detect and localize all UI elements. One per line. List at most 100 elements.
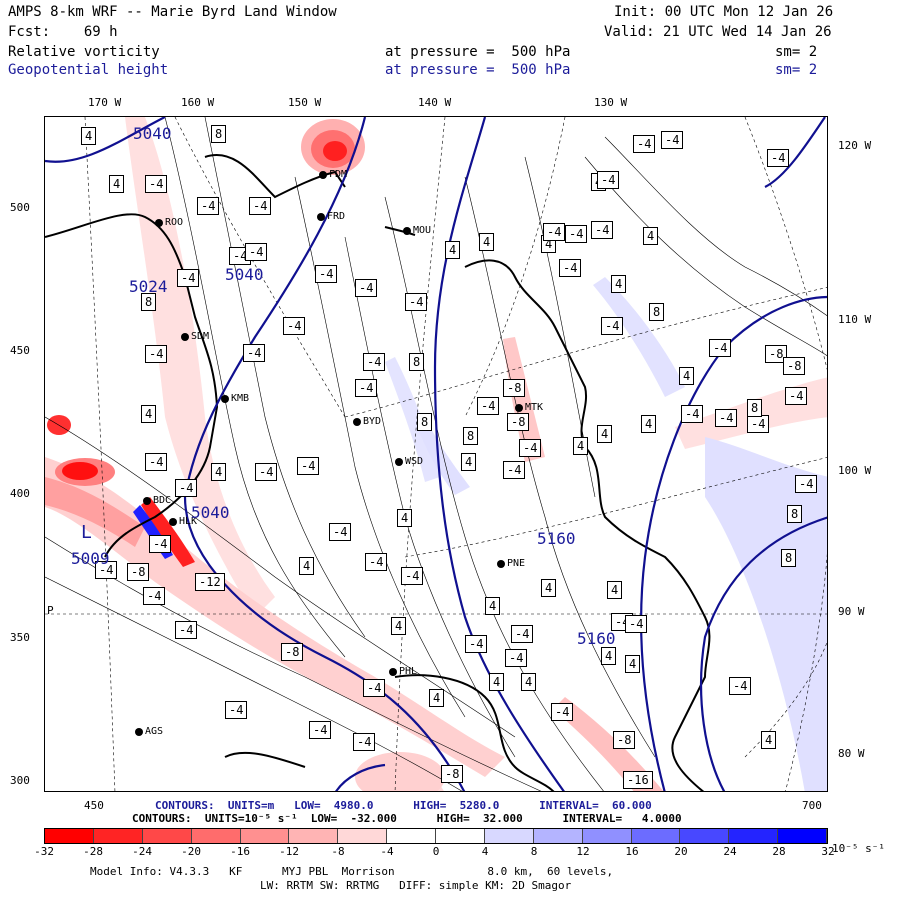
vorticity-contour-label: -4 bbox=[353, 733, 376, 751]
colorbar-tick-label: -20 bbox=[181, 845, 201, 858]
vorticity-contour-label: -4 bbox=[625, 615, 648, 633]
vorticity-contour-label: 4 bbox=[521, 673, 537, 691]
height-label: 5024 bbox=[129, 277, 168, 296]
vorticity-contour-label: -4 bbox=[243, 344, 266, 362]
vorticity-contour-label: 8 bbox=[417, 413, 433, 431]
vorticity-contour-label: -4 bbox=[709, 339, 732, 357]
station-label: BYD bbox=[363, 416, 382, 427]
vorticity-contour-label: 4 bbox=[397, 509, 413, 527]
right-lon-label: 120 W bbox=[838, 139, 872, 152]
vorticity-contour-label: -16 bbox=[623, 771, 653, 789]
vorticity-contour-label: -4 bbox=[795, 475, 818, 493]
vorticity-contour-label: -8 bbox=[281, 643, 304, 661]
vorticity-contour-label: 8 bbox=[747, 399, 763, 417]
vorticity-contour-label: -4 bbox=[143, 587, 166, 605]
vorticity-contour-label: 4 bbox=[211, 463, 227, 481]
colorbar-swatch bbox=[289, 829, 339, 843]
vorticity-contour-label: 4 bbox=[489, 673, 505, 691]
top-lon-label: 160 W bbox=[181, 96, 215, 109]
colorbar-swatch bbox=[582, 829, 632, 843]
vorticity-contour-label: -8 bbox=[127, 563, 150, 581]
colorbar-swatch bbox=[436, 829, 485, 843]
colorbar-tick-label: 24 bbox=[723, 845, 737, 858]
vorticity-contour-label: -4 bbox=[315, 265, 338, 283]
vorticity-contour-label: -4 bbox=[519, 439, 542, 457]
colorbar-tick-label: -12 bbox=[279, 845, 299, 858]
vorticity-contour-label: -4 bbox=[565, 225, 588, 243]
colorbar-swatch bbox=[45, 829, 94, 843]
vorticity-contour-label: -4 bbox=[505, 649, 528, 667]
init-time: Init: 00 UTC Mon 12 Jan 26 bbox=[614, 4, 834, 20]
colorbar-swatch bbox=[778, 829, 827, 843]
colorbar bbox=[44, 828, 828, 844]
bottom-tick-label: 700 bbox=[802, 799, 822, 812]
map-panel: ROO FDM FRD MOU SDM KMB BYD WSD MTK PNE PHL BDC HLK A… bbox=[44, 116, 828, 792]
vorticity-contour-label: -8 bbox=[783, 357, 806, 375]
colorbar-tick-label: -24 bbox=[132, 845, 152, 858]
vorticity-contour-label: 8 bbox=[211, 125, 227, 143]
vorticity-contour-label: -4 bbox=[591, 221, 614, 239]
station-marker bbox=[143, 497, 151, 505]
vorticity-contour-label: -4 bbox=[785, 387, 808, 405]
vorticity-contour-label: -4 bbox=[363, 679, 386, 697]
vorticity-contour-label: 8 bbox=[781, 549, 797, 567]
vorticity-contour-label: -4 bbox=[551, 703, 574, 721]
right-lon-label: 110 W bbox=[838, 313, 872, 326]
vorticity-contour-label: -4 bbox=[681, 405, 704, 423]
station-marker bbox=[389, 668, 397, 676]
colorbar-tick-label: 4 bbox=[481, 845, 489, 858]
vorticity-contour-label: -4 bbox=[661, 131, 684, 149]
height-label: 5040 bbox=[191, 503, 230, 522]
vorticity-contour-label: -4 bbox=[249, 197, 272, 215]
vorticity-contour-label: -4 bbox=[633, 135, 656, 153]
vorticity-contour-label: 4 bbox=[641, 415, 657, 433]
vorticity-contour-label: -4 bbox=[355, 279, 378, 297]
vorticity-contour-label: -8 bbox=[507, 413, 530, 431]
vorticity-contour-label: -4 bbox=[503, 461, 526, 479]
vorticity-contour-label: -4 bbox=[225, 701, 248, 719]
right-lon-label: 80 W bbox=[838, 747, 865, 760]
vorticity-contour-label: -4 bbox=[747, 415, 770, 433]
model-info: Model Info: V4.3.3 KF MYJ PBL Morrison 8… bbox=[90, 865, 614, 878]
height-label: 5160 bbox=[577, 629, 616, 648]
vorticity-contour-label: 4 bbox=[597, 425, 613, 443]
pressure-marker: P bbox=[47, 604, 54, 617]
colorbar-swatch bbox=[142, 829, 192, 843]
low-value: 5009 bbox=[71, 549, 110, 568]
vorticity-contour-label: 4 bbox=[479, 233, 495, 251]
colorbar-tick-label: 12 bbox=[576, 845, 590, 858]
vorticity-contour-label: 8 bbox=[649, 303, 665, 321]
station-label: HLK bbox=[179, 516, 198, 527]
vorticity-contour-label: 4 bbox=[429, 689, 445, 707]
station-label: SDM bbox=[191, 331, 210, 342]
vorticity-contour-label: 4 bbox=[485, 597, 501, 615]
top-lon-label: 130 W bbox=[594, 96, 628, 109]
station-marker bbox=[353, 418, 361, 426]
vorticity-contour-label: -4 bbox=[405, 293, 428, 311]
left-tick-label: 500 bbox=[10, 201, 30, 214]
coastline bbox=[45, 154, 711, 791]
vorticity-contour-label: -4 bbox=[511, 625, 534, 643]
map-title: AMPS 8-km WRF -- Marie Byrd Land Window bbox=[8, 4, 337, 20]
vorticity-contour-label: -4 bbox=[283, 317, 306, 335]
vorticity-contour-label: 4 bbox=[573, 437, 589, 455]
station-label: WSD bbox=[405, 456, 424, 467]
vorticity-contour-label: 4 bbox=[109, 175, 125, 193]
station-marker bbox=[319, 171, 327, 179]
colorbar-swatch bbox=[93, 829, 143, 843]
vorticity-contour-label: 4 bbox=[141, 405, 157, 423]
vorticity-contour-label: -4 bbox=[197, 197, 220, 215]
station-label: PNE bbox=[507, 558, 526, 569]
vorticity-contour-label: -4 bbox=[401, 567, 424, 585]
vorticity-contour-label: 4 bbox=[611, 275, 627, 293]
vorticity-contour-label: -4 bbox=[329, 523, 352, 541]
vorticity-contour-label: 8 bbox=[141, 293, 157, 311]
vorticity-contour-label: 4 bbox=[679, 367, 695, 385]
station-label: BDC bbox=[153, 495, 172, 506]
vorticity-contour-label: 4 bbox=[461, 453, 477, 471]
vorticity-contour-label: 8 bbox=[787, 505, 803, 523]
vorticity-contour-label: 4 bbox=[541, 579, 557, 597]
vorticity-contour-label: -4 bbox=[95, 561, 118, 579]
colorbar-tick-label: -16 bbox=[230, 845, 250, 858]
vorticity-contour-label: -8 bbox=[613, 731, 636, 749]
